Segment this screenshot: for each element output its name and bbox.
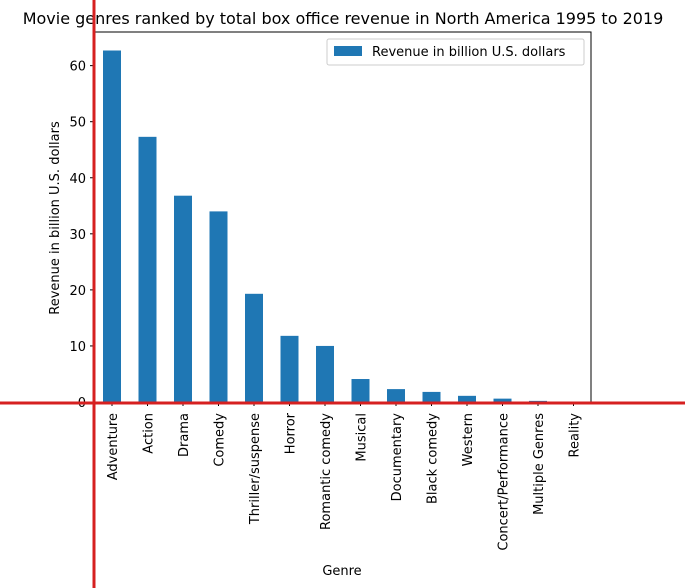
x-tick-label: Musical <box>355 413 370 462</box>
x-tick-label: Horror <box>284 412 299 454</box>
bar-romantic-comedy <box>316 345 334 402</box>
x-tick-label: Documentary <box>390 413 405 502</box>
plot-area <box>93 31 592 403</box>
bar-drama <box>174 195 192 402</box>
bar-multiple-genres <box>529 400 547 402</box>
bar-black-comedy <box>422 391 441 402</box>
legend-swatch <box>334 46 362 56</box>
bar-western <box>458 395 476 402</box>
x-tick-label: Comedy <box>213 413 228 467</box>
x-tick-label: Thriller/suspense <box>248 413 263 525</box>
x-tick-label: Drama <box>177 413 192 457</box>
chart-title: Movie genres ranked by total box office … <box>23 9 664 28</box>
x-axis-label: Genre <box>322 564 361 579</box>
x-tick-label: Action <box>142 413 157 454</box>
x-tick-label: Adventure <box>106 413 121 480</box>
bar-comedy <box>209 211 228 402</box>
y-tick-label: 60 <box>69 60 86 75</box>
y-axis: 0102030405060 <box>69 60 94 411</box>
x-tick-label: Romantic comedy <box>319 413 334 530</box>
legend-label: Revenue in billion U.S. dollars <box>372 45 566 60</box>
x-tick-label: Black comedy <box>426 413 441 504</box>
x-tick-label: Western <box>461 413 476 466</box>
bar-musical <box>351 379 370 402</box>
legend-box <box>326 38 585 66</box>
x-axis: Adventure Action Drama Comedy Thriller/suspe… <box>106 402 583 551</box>
bar-documentary <box>387 389 405 402</box>
y-tick-label: 40 <box>69 172 86 187</box>
bar-horror <box>280 335 299 402</box>
x-tick-label: Concert/Performance <box>497 413 512 551</box>
x-tick-label: Multiple Genres <box>532 413 547 515</box>
bar-thriller-suspense <box>245 293 263 402</box>
y-tick-label: 20 <box>69 284 86 299</box>
bars-group <box>103 50 547 403</box>
x-tick-label: Reality <box>568 413 583 458</box>
bar-adventure <box>103 50 121 402</box>
bar-action <box>138 136 157 403</box>
bar-concert-performance <box>493 398 512 402</box>
legend: Revenue in billion U.S. dollars <box>326 38 585 66</box>
y-axis-label: Revenue in billion U.S. dollars <box>48 121 63 315</box>
y-tick-label: 10 <box>69 340 86 355</box>
y-tick-label: 30 <box>69 228 86 243</box>
y-tick-label: 50 <box>69 116 86 131</box>
